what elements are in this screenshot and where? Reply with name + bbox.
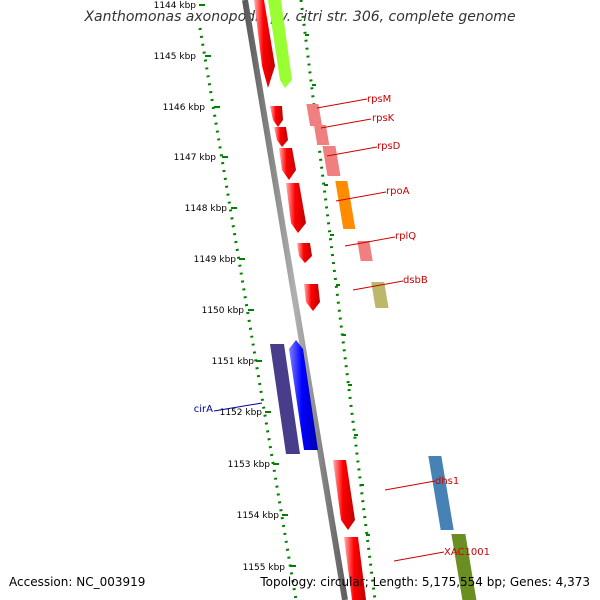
genome-backbone xyxy=(242,0,348,600)
topology-label: Topology: xyxy=(260,575,317,589)
gene-pair-bar xyxy=(268,0,292,88)
gene-label: rplQ xyxy=(395,231,416,242)
length-value: 5,175,554 bp xyxy=(421,575,502,589)
accession-value: NC_003919 xyxy=(76,575,146,589)
gene-arrow xyxy=(289,340,318,450)
tick-label: 1151 kbp xyxy=(212,357,255,367)
genes-count-label: Genes: xyxy=(509,575,552,589)
genome-stats-text: Topology: circular; Length: 5,175,554 bp… xyxy=(260,575,590,589)
genes-count-value: 4,373 xyxy=(555,575,590,589)
gene-pair-bar xyxy=(313,125,330,145)
gene-arrow xyxy=(274,127,288,147)
gene-feature[interactable]: rpsK xyxy=(274,113,395,147)
gene-label: cirA xyxy=(194,404,213,415)
gene-feature[interactable]: cirA xyxy=(194,340,318,454)
tick-label: 1155 kbp xyxy=(243,563,286,573)
tick-label: 1152 kbp xyxy=(220,408,263,418)
tick-label: 1146 kbp xyxy=(163,103,206,113)
gene-arrow xyxy=(270,106,283,127)
gene-feature[interactable]: rpsM xyxy=(270,94,391,127)
tick-label: 1148 kbp xyxy=(185,204,228,214)
map-title: Xanthomonas axonopodis pv. citri str. 30… xyxy=(84,9,516,25)
gene-feature[interactable]: XAC1001 xyxy=(344,534,490,600)
topology-value: circular xyxy=(320,575,365,589)
tick-label: 1144 kbp xyxy=(154,1,197,11)
gene-pair-bar xyxy=(357,241,373,261)
gene-pair-bar xyxy=(451,534,477,600)
gene-arrow xyxy=(279,148,296,180)
gene-leader-line xyxy=(326,146,378,157)
gene-feature[interactable]: rpsD xyxy=(279,141,401,180)
tick-group: 1144 kbp 1145 kbp 1146 kbp 1147 kbp 1148… xyxy=(154,1,296,573)
gene-arrow xyxy=(286,183,306,233)
gene-leader-line xyxy=(320,118,372,129)
gene-arrow xyxy=(304,284,320,311)
gene-label: dsbB xyxy=(403,275,428,286)
gene-pair-bar xyxy=(306,104,323,126)
gene-leader-line xyxy=(213,402,263,412)
gene-leader-line xyxy=(384,480,436,491)
gene-pair-bar xyxy=(270,344,300,454)
gene-feature[interactable]: dhs1 xyxy=(333,456,459,530)
gene-feature[interactable]: rplQ xyxy=(297,231,416,263)
gene-feature[interactable] xyxy=(254,0,292,88)
tick-label: 1153 kbp xyxy=(228,460,271,470)
tick-label: 1147 kbp xyxy=(174,153,217,163)
gene-leader-line xyxy=(344,236,396,247)
gene-leader-line xyxy=(393,551,445,562)
gene-leader-line xyxy=(316,98,368,109)
gene-feature[interactable]: dsbB xyxy=(304,275,428,311)
gene-label: rpsK xyxy=(372,113,395,124)
gene-pair-bar xyxy=(322,146,341,176)
tick-label: 1154 kbp xyxy=(237,511,280,521)
left-guide-line xyxy=(198,27,298,600)
gene-pair-bar xyxy=(371,282,389,308)
length-label: Length: xyxy=(372,575,419,589)
gene-leader-line xyxy=(335,191,387,202)
tick-label: 1149 kbp xyxy=(194,255,237,265)
gene-label: rpoA xyxy=(386,186,410,197)
gene-arrow xyxy=(333,460,355,530)
gene-pair-bar xyxy=(335,181,356,229)
gene-leader-line xyxy=(352,280,404,291)
tick-label: 1145 kbp xyxy=(154,52,197,62)
gene-arrow xyxy=(297,243,312,263)
accession-text: Accession: NC_003919 xyxy=(9,575,145,589)
gene-arrow xyxy=(344,537,366,600)
gene-label: XAC1001 xyxy=(444,547,490,558)
gene-label: dhs1 xyxy=(435,476,459,487)
gene-arrow xyxy=(254,0,275,88)
gene-feature[interactable]: rpoA xyxy=(286,181,410,233)
gene-pair-bar xyxy=(428,456,454,530)
gene-label: rpsM xyxy=(367,94,391,105)
tick-label: 1150 kbp xyxy=(202,306,245,316)
accession-label: Accession: xyxy=(9,575,73,589)
gene-features: rpsM rpsK rpsD rpoA xyxy=(194,0,490,600)
gene-label: rpsD xyxy=(377,141,401,152)
